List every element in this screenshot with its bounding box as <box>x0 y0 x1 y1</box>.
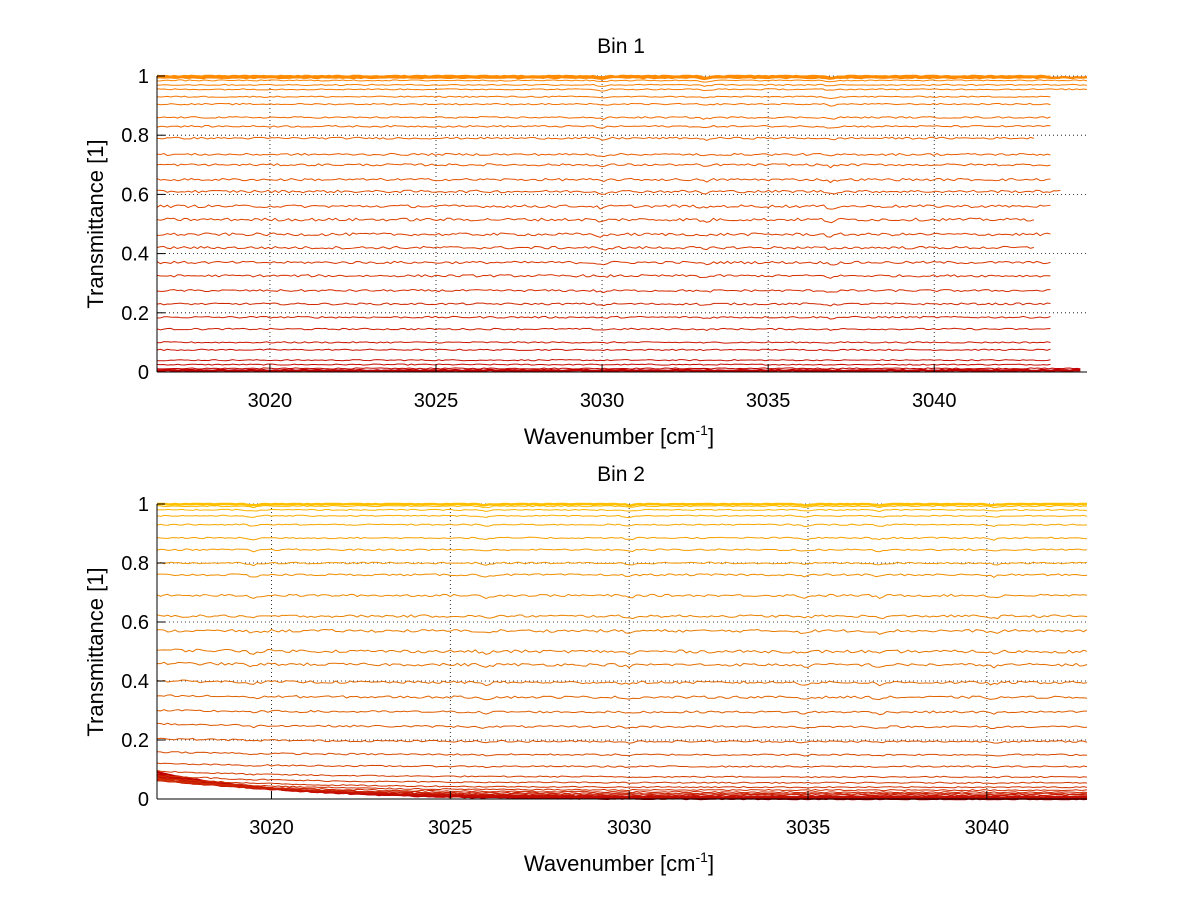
series-line <box>156 694 1088 701</box>
chart-bin-1: Bin 1 3020 3025 3030 3035 3040 0 0.2 0.4 0.6 0.8 1… <box>83 35 1088 449</box>
series-line <box>156 327 1051 331</box>
series-line <box>156 780 1088 794</box>
series-line <box>156 367 1081 370</box>
series-line <box>156 648 1088 655</box>
series-line <box>156 523 1088 528</box>
y-tick-label: 0.6 <box>121 612 149 634</box>
series-line <box>156 593 1088 600</box>
x-tick-label: 3025 <box>428 817 473 839</box>
series-line <box>156 722 1088 729</box>
series-line <box>156 177 1051 184</box>
series-line <box>156 88 1088 92</box>
series-line <box>156 79 1088 83</box>
series-line <box>156 737 1088 744</box>
y-tick-label: 1 <box>138 66 149 88</box>
series-line <box>156 508 1088 513</box>
plot-area <box>157 76 1087 372</box>
series-line <box>156 359 1051 362</box>
y-tick-label: 1 <box>138 494 149 516</box>
series-line <box>157 502 1087 508</box>
y-tick-label: 0.2 <box>121 303 149 325</box>
series-line <box>156 775 1088 799</box>
series-line <box>156 189 1061 195</box>
series-line <box>156 232 1051 238</box>
series-line <box>156 152 1051 158</box>
series-line <box>156 778 1088 792</box>
x-tick-label: 3030 <box>580 390 625 412</box>
x-axis-label: Wavenumber [cm-1] <box>524 849 714 876</box>
series-line <box>156 779 1088 795</box>
x-tick-label: 3035 <box>746 390 791 412</box>
series-line <box>156 289 1051 294</box>
y-tick-label: 0.2 <box>121 730 149 752</box>
series-line <box>156 561 1088 567</box>
series-line <box>156 779 1088 796</box>
series-line <box>156 709 1088 716</box>
series-line <box>156 116 1051 120</box>
series-line <box>156 136 1034 142</box>
series-line <box>156 302 1051 307</box>
y-tick-label: 0.6 <box>121 184 149 206</box>
series-line <box>156 505 1088 509</box>
series-line <box>156 102 1051 107</box>
series-line <box>156 368 1081 373</box>
series-line <box>156 83 1088 87</box>
series-line <box>156 217 1035 224</box>
series-line <box>156 260 1051 266</box>
x-tick-label: 3020 <box>249 817 294 839</box>
series-line <box>156 74 1051 80</box>
chart-title: Bin 2 <box>597 463 645 486</box>
series-line <box>156 548 1088 553</box>
series-line <box>156 245 1035 251</box>
series-line <box>156 769 1088 779</box>
series-line <box>156 514 1088 519</box>
y-tick-label: 0 <box>138 789 149 811</box>
series-line <box>156 573 1088 578</box>
x-tick-label: 3040 <box>965 817 1010 839</box>
series-line <box>156 762 1088 769</box>
chart-title: Bin 1 <box>597 35 645 58</box>
y-tick-label: 0.4 <box>121 244 149 266</box>
x-tick-label: 3040 <box>912 390 957 412</box>
ticks: 3020 3025 3030 3035 3040 0 0.2 0.4 0.6 0.8 1 <box>121 494 1009 839</box>
y-tick-label: 0.4 <box>121 671 149 693</box>
series-line <box>156 614 1088 620</box>
y-axis-label: Transmittance [1] <box>83 139 108 308</box>
series-line <box>156 628 1088 635</box>
series-group <box>156 74 1088 373</box>
series-line <box>156 661 1088 669</box>
x-tick-label: 3030 <box>607 817 652 839</box>
series-line <box>156 274 1051 279</box>
x-axis-label: Wavenumber [cm-1] <box>524 422 714 449</box>
chart-bin-2: Bin 2 3020 3025 3030 3035 3040 0 0.2 0.4 0.6 0.8 1… <box>83 463 1088 876</box>
series-line <box>156 774 1088 785</box>
y-tick-label: 0.8 <box>121 553 149 575</box>
series-line <box>156 163 1051 169</box>
series-line <box>156 536 1088 541</box>
x-tick-label: 3025 <box>414 390 459 412</box>
y-tick-label: 0.8 <box>121 125 149 147</box>
series-group <box>156 502 1088 801</box>
series-line <box>156 751 1088 757</box>
series-line <box>156 315 1051 320</box>
series-line <box>156 679 1088 687</box>
series-line <box>156 363 1051 366</box>
ticks: 3020 3025 3030 3035 3040 0 0.2 0.4 0.6 0.8 1 <box>121 66 956 412</box>
x-tick-label: 3035 <box>786 817 831 839</box>
series-line <box>156 778 1088 789</box>
x-tick-label: 3020 <box>248 390 293 412</box>
series-line <box>156 95 1051 99</box>
series-line <box>156 348 1051 352</box>
series-line <box>156 341 1051 344</box>
y-tick-label: 0 <box>138 362 149 384</box>
series-line <box>156 204 1051 210</box>
series-line <box>156 124 1051 129</box>
y-axis-label: Transmittance [1] <box>83 567 108 736</box>
